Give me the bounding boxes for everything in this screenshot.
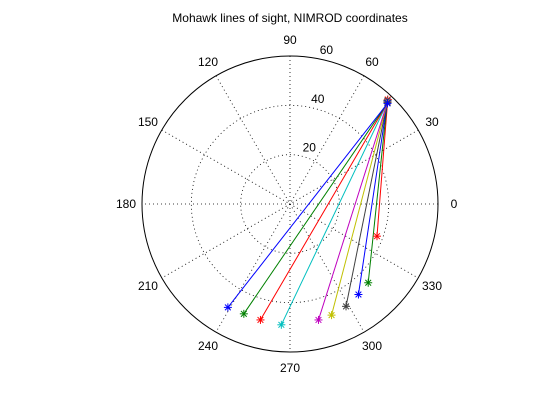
- angular-tick-label: 270: [280, 361, 300, 375]
- data-point-marker: [384, 99, 392, 107]
- angular-tick-label: 60: [365, 55, 379, 69]
- data-point-marker: [224, 303, 232, 311]
- data-point-marker: [256, 316, 264, 324]
- radial-tick-label: 60: [320, 43, 334, 57]
- angular-tick-label: 90: [283, 33, 297, 47]
- data-point-marker: [373, 232, 381, 240]
- angular-tick-label: 30: [425, 115, 439, 129]
- angular-tick-label: 210: [138, 279, 158, 293]
- radial-tick-label: 20: [303, 140, 317, 154]
- angular-tick-label: 330: [422, 279, 442, 293]
- data-point-marker: [277, 321, 285, 329]
- data-point-marker: [314, 316, 322, 324]
- data-point-marker: [240, 310, 248, 318]
- angular-tick-label: 120: [198, 55, 218, 69]
- radial-tick-label: 40: [311, 92, 325, 106]
- angular-tick-label: 180: [116, 197, 136, 211]
- angular-tick-label: 150: [138, 115, 158, 129]
- angular-tick-label: 300: [362, 339, 382, 353]
- data-point-marker: [328, 311, 336, 319]
- data-point-marker: [354, 290, 362, 298]
- angular-tick-label: 0: [451, 197, 458, 211]
- data-point-marker: [342, 302, 350, 310]
- data-point-marker: [364, 279, 372, 287]
- chart-title: Mohawk lines of sight, NIMROD coordinate…: [172, 11, 407, 25]
- angular-tick-label: 240: [198, 339, 218, 353]
